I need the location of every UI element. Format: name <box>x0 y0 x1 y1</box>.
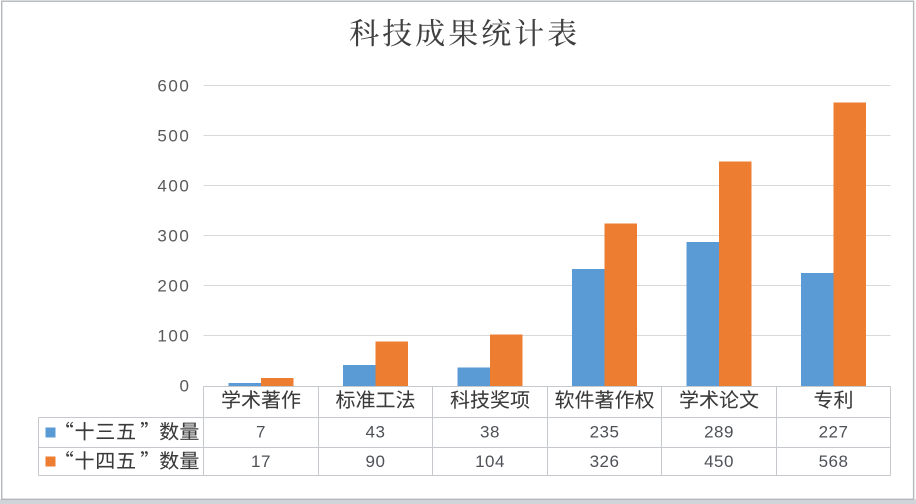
svg-text:200: 200 <box>157 277 190 296</box>
svg-text:100: 100 <box>157 327 190 346</box>
svg-text:568: 568 <box>819 452 849 471</box>
svg-text:104: 104 <box>475 452 505 471</box>
svg-text:600: 600 <box>157 77 190 96</box>
svg-text:43: 43 <box>366 423 386 442</box>
svg-text:235: 235 <box>590 423 620 442</box>
svg-text:17: 17 <box>251 452 271 471</box>
svg-text:300: 300 <box>157 227 190 246</box>
svg-text:227: 227 <box>819 423 849 442</box>
svg-text:7: 7 <box>256 423 266 442</box>
svg-text:450: 450 <box>704 452 734 471</box>
svg-text:90: 90 <box>366 452 386 471</box>
svg-text:289: 289 <box>704 423 734 442</box>
svg-text:400: 400 <box>157 177 190 196</box>
svg-text:0: 0 <box>179 377 190 396</box>
svg-text:38: 38 <box>480 423 500 442</box>
svg-text:326: 326 <box>590 452 620 471</box>
svg-text:500: 500 <box>157 127 190 146</box>
